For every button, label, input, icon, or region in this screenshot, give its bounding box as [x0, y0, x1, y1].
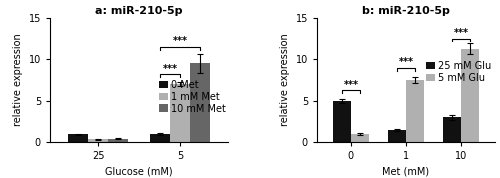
Bar	[388, 130, 406, 142]
Bar	[190, 64, 210, 142]
X-axis label: Glucose (mM): Glucose (mM)	[105, 167, 173, 177]
Bar	[461, 49, 479, 142]
Title: b: miR-210-5p: b: miR-210-5p	[362, 6, 450, 16]
Bar	[351, 134, 369, 142]
Bar	[333, 101, 351, 142]
Bar	[68, 134, 88, 142]
Text: ***: ***	[344, 80, 358, 90]
Text: ***: ***	[162, 64, 178, 74]
Bar	[108, 139, 128, 142]
Bar	[443, 117, 461, 142]
Text: ***: ***	[172, 36, 188, 46]
Y-axis label: relative expression: relative expression	[13, 34, 23, 127]
Bar	[88, 140, 108, 142]
Y-axis label: relative expression: relative expression	[280, 34, 290, 127]
Title: a: miR-210-5p: a: miR-210-5p	[95, 6, 183, 16]
Bar	[406, 80, 424, 142]
Bar	[170, 84, 190, 142]
Text: ***: ***	[398, 57, 413, 67]
Legend: 0 Met, 1 mM Met, 10 mM Met: 0 Met, 1 mM Met, 10 mM Met	[158, 79, 226, 115]
Bar	[150, 134, 170, 142]
Legend: 25 mM Glu, 5 mM Glu: 25 mM Glu, 5 mM Glu	[425, 60, 492, 84]
Text: ***: ***	[454, 28, 468, 38]
X-axis label: Met (mM): Met (mM)	[382, 167, 430, 177]
